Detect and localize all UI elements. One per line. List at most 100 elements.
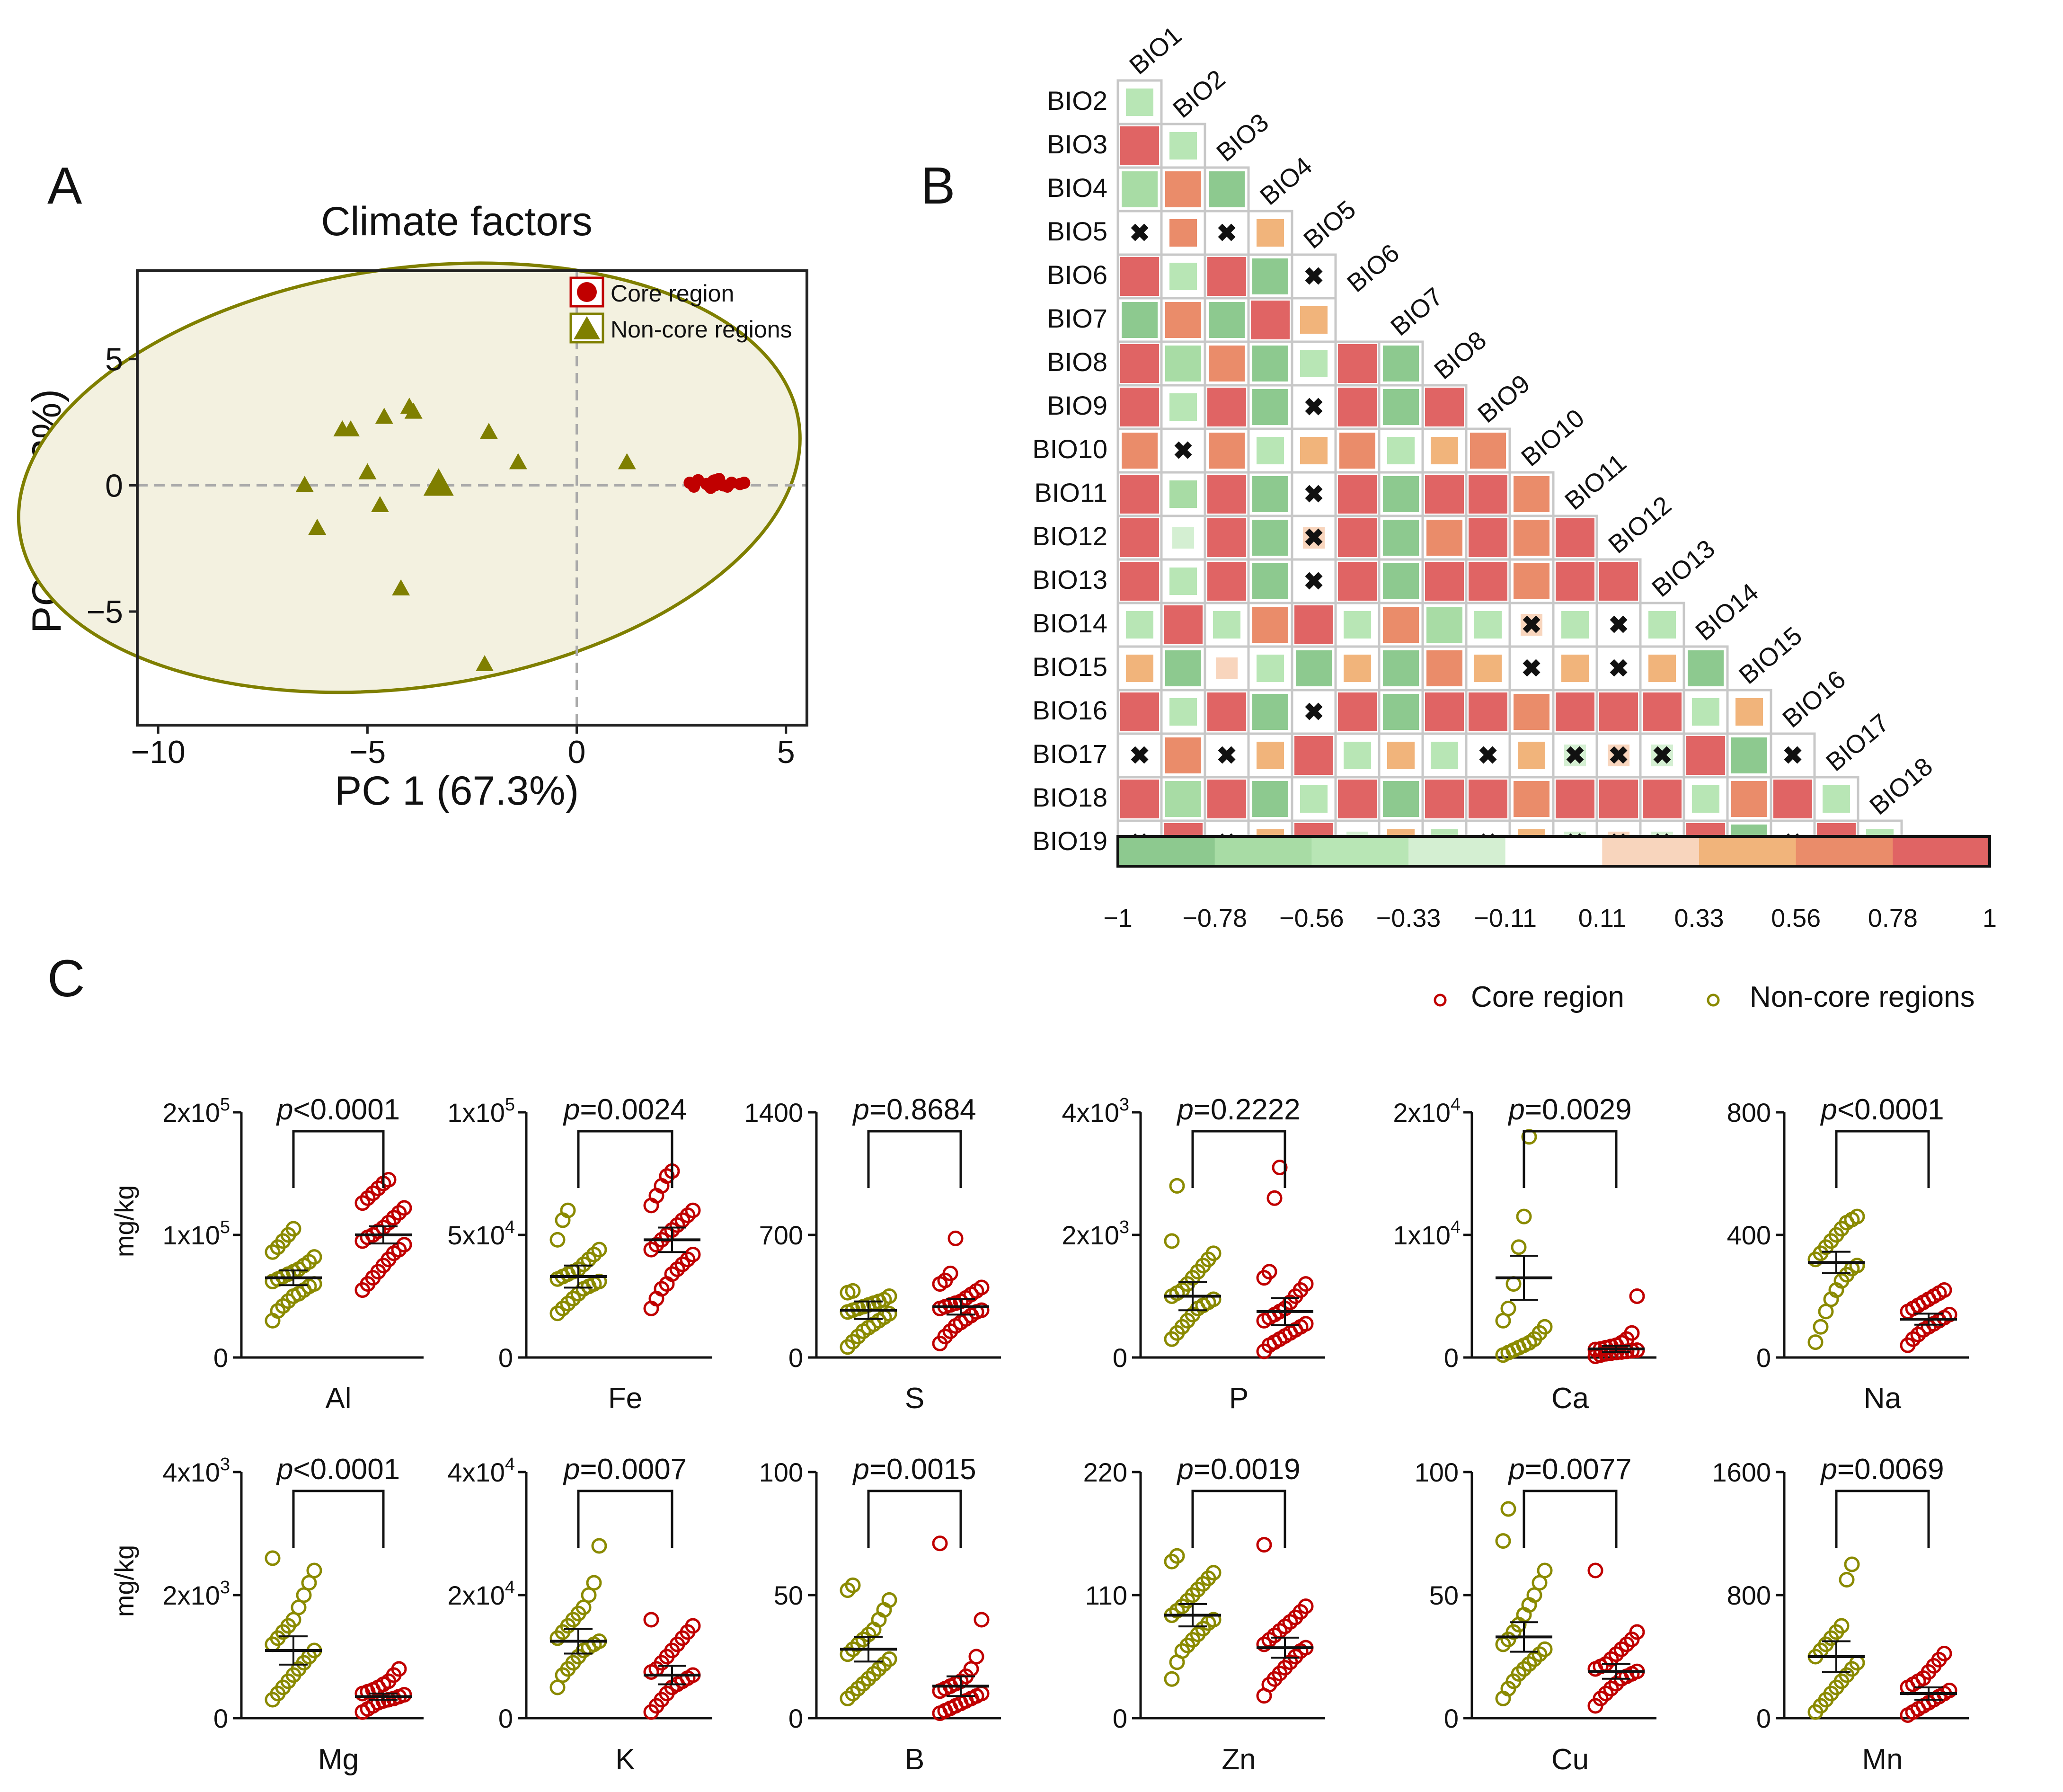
- core-point-k-19: [643, 1612, 659, 1628]
- heatmap-fill-8-6: [1338, 344, 1377, 383]
- noncore-point-b-20: [845, 1577, 861, 1593]
- noncore-point-12: [509, 453, 527, 470]
- panel-c-element-plots: 0 1x105 2x105 p<0.0001 Al 0 5x104 1x105 p=0.0024…: [162, 1093, 1969, 1776]
- y-tick-label-mg-0: 0: [213, 1703, 228, 1733]
- heatmap-fill-17-11: [1564, 745, 1586, 766]
- core-point-fe-18: [685, 1202, 701, 1218]
- noncore-point-na-1: [1807, 1334, 1824, 1350]
- row-label-bio18: BIO18: [1032, 782, 1107, 812]
- heatmap-fill-15-14: [1688, 650, 1724, 686]
- heatmap-fill-17-2: [1165, 737, 1201, 773]
- heatmap-fill-16-9: [1469, 692, 1507, 731]
- heatmap-fill-17-4: [1257, 742, 1284, 769]
- heatmap-fill-14-3: [1213, 611, 1240, 639]
- y-tick-label-zn-2: 220: [1083, 1457, 1127, 1487]
- insignificant-mark-11-5: ✖: [1303, 481, 1324, 508]
- core-point-fe-9: [685, 1246, 701, 1262]
- row-label-bio14: BIO14: [1032, 608, 1107, 638]
- noncore-point-ca-11: [1500, 1300, 1516, 1316]
- heatmap-fill-12-1: [1120, 518, 1159, 557]
- colorbar-tick-1: −0.78: [1182, 904, 1247, 932]
- col-label-bio10: BIO10: [1516, 404, 1590, 472]
- heatmap-fill-15-11: [1561, 655, 1589, 682]
- core-point-cu-18: [1629, 1624, 1645, 1640]
- heatmap-fill-13-4: [1252, 563, 1288, 599]
- heatmap-fill-16-14: [1692, 698, 1719, 726]
- y-tick-label-k-1: 2x104: [447, 1578, 515, 1610]
- col-label-bio6: BIO6: [1342, 239, 1405, 298]
- row-label-bio12: BIO12: [1032, 521, 1107, 551]
- noncore-point-ca-9: [1537, 1319, 1553, 1335]
- noncore-point-mn-16: [1839, 1572, 1855, 1588]
- core-point-cu-19: [1587, 1562, 1603, 1579]
- p-value-ca: p=0.0029: [1507, 1093, 1631, 1126]
- heatmap-fill-15-6: [1344, 655, 1371, 682]
- heatmap-fill-13-8: [1425, 562, 1464, 601]
- noncore-point-mg-19: [265, 1550, 281, 1566]
- core-point-p-20: [1261, 1264, 1277, 1280]
- row-label-bio10: BIO10: [1032, 434, 1107, 464]
- y-tick-label-b-1: 50: [774, 1580, 803, 1610]
- element-label-na: Na: [1864, 1382, 1902, 1415]
- col-label-bio14: BIO14: [1690, 578, 1764, 646]
- heatmap-fill-14-9: [1474, 611, 1502, 639]
- y-tick-label-fe-1: 5x104: [447, 1217, 515, 1250]
- significance-bracket-al: [292, 1130, 385, 1188]
- col-label-bio8: BIO8: [1429, 326, 1492, 385]
- colorbar-tick-5: 0.11: [1578, 904, 1626, 932]
- significance-bracket-ca: [1523, 1130, 1618, 1188]
- heatmap-fill-5-4: [1257, 219, 1284, 247]
- legend-core-label: Core region: [611, 280, 734, 307]
- significance-bracket-mg: [292, 1490, 385, 1548]
- col-label-bio18: BIO18: [1864, 752, 1938, 820]
- y-tick-label-mn-0: 0: [1756, 1703, 1771, 1733]
- noncore-point-mn-15: [1833, 1618, 1850, 1634]
- heatmap-fill-10-4: [1257, 437, 1284, 464]
- heatmap-fill-11-7: [1383, 476, 1419, 512]
- heatmap-fill-15-1: [1126, 655, 1153, 682]
- element-label-zn: Zn: [1222, 1743, 1256, 1776]
- heatmap-fill-17-5: [1294, 736, 1333, 775]
- heatmap-fill-15-13: [1648, 655, 1676, 682]
- heatmap-cell-14-3: [1204, 602, 1250, 648]
- col-label-bio2: BIO2: [1168, 64, 1231, 124]
- y-tick-label-mg-2: 4x103: [162, 1455, 230, 1487]
- heatmap-fill-15-2: [1165, 650, 1201, 686]
- heatmap-fill-9-3: [1207, 388, 1246, 426]
- heatmap-fill-6-4: [1252, 258, 1288, 294]
- heatmap-fill-18-9: [1469, 780, 1507, 818]
- p-value-mg: p<0.0001: [276, 1453, 400, 1486]
- heatmap-fill-18-6: [1338, 780, 1377, 818]
- element-plot-ca: 0 1x104 2x104 p=0.0029 Ca: [1393, 1093, 1656, 1415]
- colorbar-segment-2: [1311, 836, 1409, 866]
- colorbar-segment-6: [1699, 836, 1797, 866]
- heatmap-fill-8-1: [1120, 344, 1159, 383]
- panel-a-letter: A: [47, 157, 82, 215]
- heatmap-fill-16-2: [1169, 698, 1197, 726]
- heatmap-fill-18-12: [1599, 780, 1638, 818]
- heatmap-fill-12-7: [1383, 520, 1419, 556]
- heatmap-fill-9-2: [1169, 393, 1197, 421]
- heatmap-fill-18-7: [1383, 781, 1419, 817]
- p-value-p: p=0.2222: [1176, 1093, 1300, 1126]
- element-label-ca: Ca: [1551, 1382, 1589, 1415]
- row-label-bio16: BIO16: [1032, 695, 1107, 725]
- noncore-point-b-18: [881, 1592, 897, 1608]
- noncore-point-ca-14: [1516, 1208, 1532, 1224]
- legend-noncore-label: Non-core regions: [611, 316, 792, 343]
- heatmap-fill-6-1: [1120, 257, 1159, 296]
- insignificant-mark-12-5: ✖: [1303, 524, 1324, 552]
- col-label-bio5: BIO5: [1298, 195, 1361, 254]
- panel-b-letter: B: [921, 157, 955, 215]
- significance-bracket-s: [867, 1130, 962, 1188]
- core-point-11: [738, 477, 751, 489]
- row-label-bio15: BIO15: [1032, 652, 1107, 682]
- heatmap-fill-14-4: [1252, 607, 1288, 643]
- noncore-point-7: [404, 402, 423, 419]
- insignificant-mark-15-12: ✖: [1608, 655, 1629, 683]
- heatmap-fill-17-13: [1651, 745, 1673, 766]
- heatmap-fill-17-8: [1431, 742, 1458, 769]
- core-point-mg-9: [396, 1687, 412, 1703]
- heatmap-fill-14-11: [1561, 611, 1589, 639]
